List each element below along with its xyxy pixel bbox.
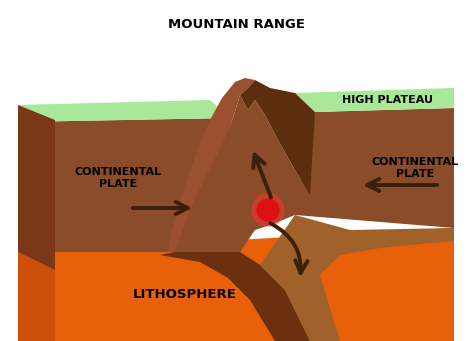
Circle shape bbox=[252, 194, 284, 226]
Text: MOUNTAIN RANGE: MOUNTAIN RANGE bbox=[168, 18, 306, 31]
Text: CONTINENTAL
PLATE: CONTINENTAL PLATE bbox=[372, 157, 458, 179]
Polygon shape bbox=[240, 80, 315, 195]
Text: HIGH PLATEAU: HIGH PLATEAU bbox=[343, 95, 434, 105]
Polygon shape bbox=[175, 95, 310, 252]
Text: CONTINENTAL
PLATE: CONTINENTAL PLATE bbox=[74, 167, 162, 189]
Polygon shape bbox=[18, 118, 240, 252]
Text: LITHOSPHERE: LITHOSPHERE bbox=[133, 288, 237, 301]
Polygon shape bbox=[160, 252, 310, 341]
Polygon shape bbox=[18, 252, 55, 341]
Polygon shape bbox=[18, 228, 454, 341]
Polygon shape bbox=[295, 108, 454, 228]
Polygon shape bbox=[260, 215, 454, 341]
Polygon shape bbox=[168, 78, 255, 252]
Polygon shape bbox=[18, 105, 55, 270]
Polygon shape bbox=[18, 100, 230, 122]
Polygon shape bbox=[295, 88, 454, 112]
Circle shape bbox=[257, 199, 279, 221]
